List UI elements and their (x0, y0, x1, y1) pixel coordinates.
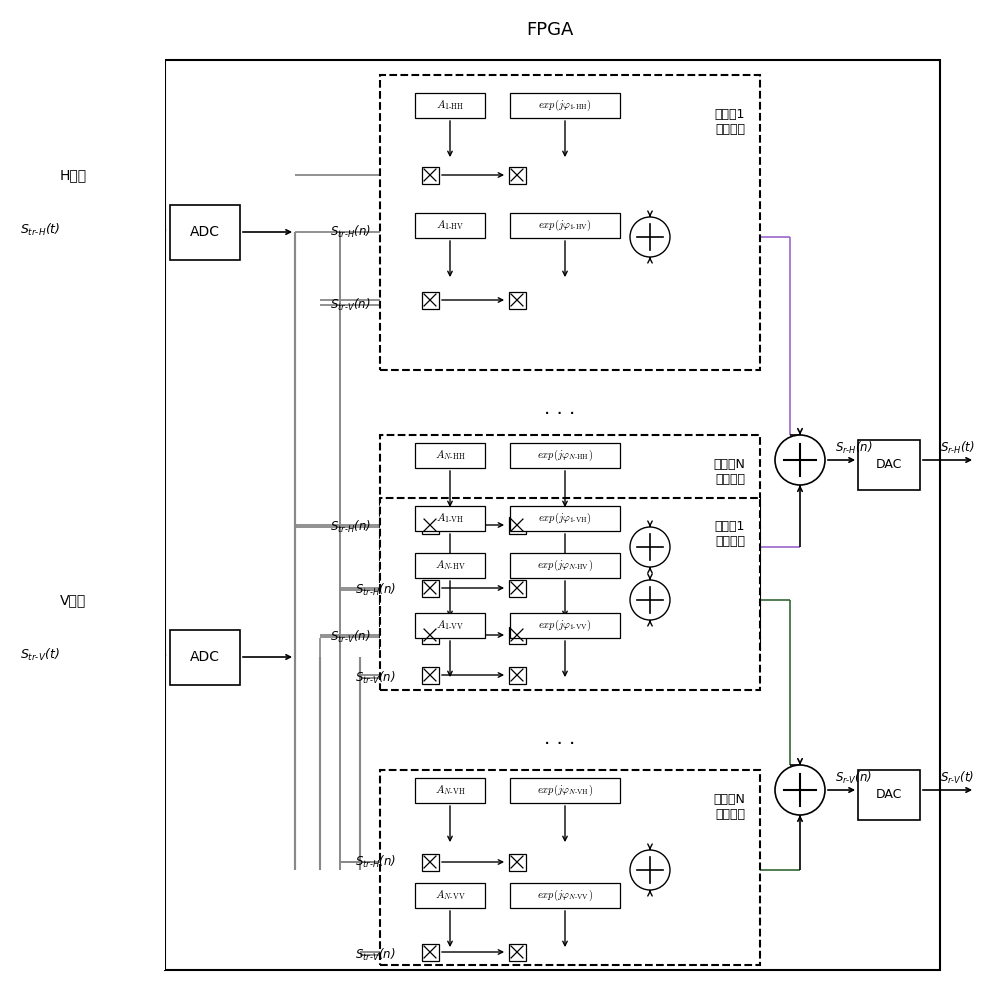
Text: H通道: H通道 (60, 168, 88, 182)
Bar (421, 166, 439, 184)
Text: DAC: DAC (876, 788, 902, 802)
Text: $S_{r\text{-}V}$(n): $S_{r\text{-}V}$(n) (835, 770, 872, 786)
Bar (415, 778, 485, 802)
Circle shape (630, 850, 670, 890)
Bar (510, 506, 620, 530)
Bar (510, 612, 620, 638)
Text: $S_{r\text{-}V}$(t): $S_{r\text{-}V}$(t) (940, 770, 974, 786)
Bar (510, 882, 620, 908)
Text: $S_{tr\text{-}V}$(n): $S_{tr\text{-}V}$(n) (355, 947, 396, 963)
Text: $S_{tr\text{-}H}$(t): $S_{tr\text{-}H}$(t) (20, 222, 60, 238)
Text: $A_{1\text{-HV}}$: $A_{1\text{-HV}}$ (436, 218, 464, 232)
Bar (170, 630, 240, 685)
Bar (380, 75, 760, 370)
Bar (509, 580, 525, 596)
Text: $S_{tr\text{-}V}$(t): $S_{tr\text{-}V}$(t) (20, 647, 60, 663)
Bar (380, 435, 760, 650)
Text: $exp(j\varphi_{1\text{-HV}})$: $exp(j\varphi_{1\text{-HV}})$ (538, 217, 592, 233)
Text: 散射点1
极化调制: 散射点1 极化调制 (714, 108, 745, 136)
Text: 散射点N
极化调制: 散射点N 极化调制 (713, 793, 745, 821)
Text: 散射点1
极化调制: 散射点1 极化调制 (714, 520, 745, 548)
Text: $S_{tr\text{-}H}$(n): $S_{tr\text{-}H}$(n) (355, 582, 396, 598)
Bar (380, 498, 760, 690)
Bar (510, 213, 620, 237)
Bar (510, 442, 620, 468)
Text: 散射点N
极化调制: 散射点N 极化调制 (713, 458, 745, 486)
Text: $S_{tr\text{-}V}$(n): $S_{tr\text{-}V}$(n) (330, 629, 370, 645)
Bar (415, 552, 485, 578)
Bar (415, 213, 485, 237)
Circle shape (630, 580, 670, 620)
Text: $A_{1\text{-VH}}$: $A_{1\text{-VH}}$ (436, 511, 464, 525)
Bar (421, 580, 439, 596)
Text: ADC: ADC (190, 225, 220, 239)
Text: $exp(j\varphi_{N\text{-HH}})$: $exp(j\varphi_{N\text{-HH}})$ (537, 447, 593, 463)
Bar (165, 60, 940, 970)
Circle shape (775, 435, 825, 485)
Bar (509, 854, 525, 870)
Circle shape (630, 217, 670, 257)
Text: DAC: DAC (876, 458, 902, 472)
Text: $exp(j\varphi_{1\text{-VH}})$: $exp(j\varphi_{1\text{-VH}})$ (538, 510, 592, 526)
Text: $S_{r\text{-}H}$(t): $S_{r\text{-}H}$(t) (940, 440, 975, 456)
Text: $exp(j\varphi_{N\text{-VH}})$: $exp(j\varphi_{N\text{-VH}})$ (537, 782, 593, 798)
Text: $A_{N\text{-HV}}$: $A_{N\text{-HV}}$ (435, 558, 465, 572)
Bar (415, 612, 485, 638)
Text: $exp(j\varphi_{N\text{-VV}})$: $exp(j\varphi_{N\text{-VV}})$ (537, 887, 593, 903)
Text: FPGA: FPGA (526, 21, 574, 39)
Bar (858, 770, 920, 820)
Bar (421, 292, 439, 308)
Bar (510, 778, 620, 802)
Text: $S_{tr\text{-}V}$(n): $S_{tr\text{-}V}$(n) (330, 297, 370, 313)
Bar (421, 944, 439, 960)
Text: $S_{tr\text{-}H}$(n): $S_{tr\text{-}H}$(n) (355, 854, 396, 870)
Bar (421, 854, 439, 870)
Bar (509, 626, 525, 644)
Circle shape (775, 765, 825, 815)
Bar (510, 93, 620, 117)
Bar (421, 516, 439, 534)
Text: $exp(j\varphi_{1\text{-VV}})$: $exp(j\varphi_{1\text{-VV}})$ (538, 617, 592, 633)
Bar (421, 626, 439, 644)
Text: $A_{N\text{-VV}}$: $A_{N\text{-VV}}$ (435, 888, 465, 902)
Bar (509, 944, 525, 960)
Text: · · ·: · · · (544, 406, 576, 424)
Text: $A_{1\text{-HH}}$: $A_{1\text{-HH}}$ (436, 98, 464, 112)
Text: $S_{tr\text{-}H}$(n): $S_{tr\text{-}H}$(n) (330, 224, 371, 240)
Text: $exp(j\varphi_{N\text{-HV}})$: $exp(j\varphi_{N\text{-HV}})$ (537, 557, 593, 573)
Text: $S_{tr\text{-}H}$(n): $S_{tr\text{-}H}$(n) (330, 519, 371, 535)
Bar (0, 40, 165, 970)
Text: · · ·: · · · (544, 736, 576, 754)
Bar (509, 166, 525, 184)
Bar (509, 292, 525, 308)
Text: $S_{r\text{-}H}$(n): $S_{r\text{-}H}$(n) (835, 440, 873, 456)
Bar (415, 93, 485, 117)
Text: $S_{tr\text{-}V}$(n): $S_{tr\text{-}V}$(n) (355, 670, 396, 686)
Text: V通道: V通道 (60, 593, 87, 607)
Bar (858, 440, 920, 490)
Bar (380, 770, 760, 965)
Text: $A_{N\text{-VH}}$: $A_{N\text{-VH}}$ (435, 783, 465, 797)
Bar (510, 552, 620, 578)
Bar (415, 506, 485, 530)
Text: $A_{1\text{-VV}}$: $A_{1\text{-VV}}$ (436, 618, 464, 632)
Text: $A_{N\text{-HH}}$: $A_{N\text{-HH}}$ (435, 448, 465, 462)
Bar (509, 666, 525, 684)
Bar (170, 205, 240, 260)
Circle shape (630, 527, 670, 567)
Bar (415, 442, 485, 468)
Bar (415, 882, 485, 908)
Bar (421, 666, 439, 684)
Text: ADC: ADC (190, 650, 220, 664)
Bar (509, 516, 525, 534)
Text: $exp(j\varphi_{1\text{-HH}})$: $exp(j\varphi_{1\text{-HH}})$ (538, 97, 592, 113)
